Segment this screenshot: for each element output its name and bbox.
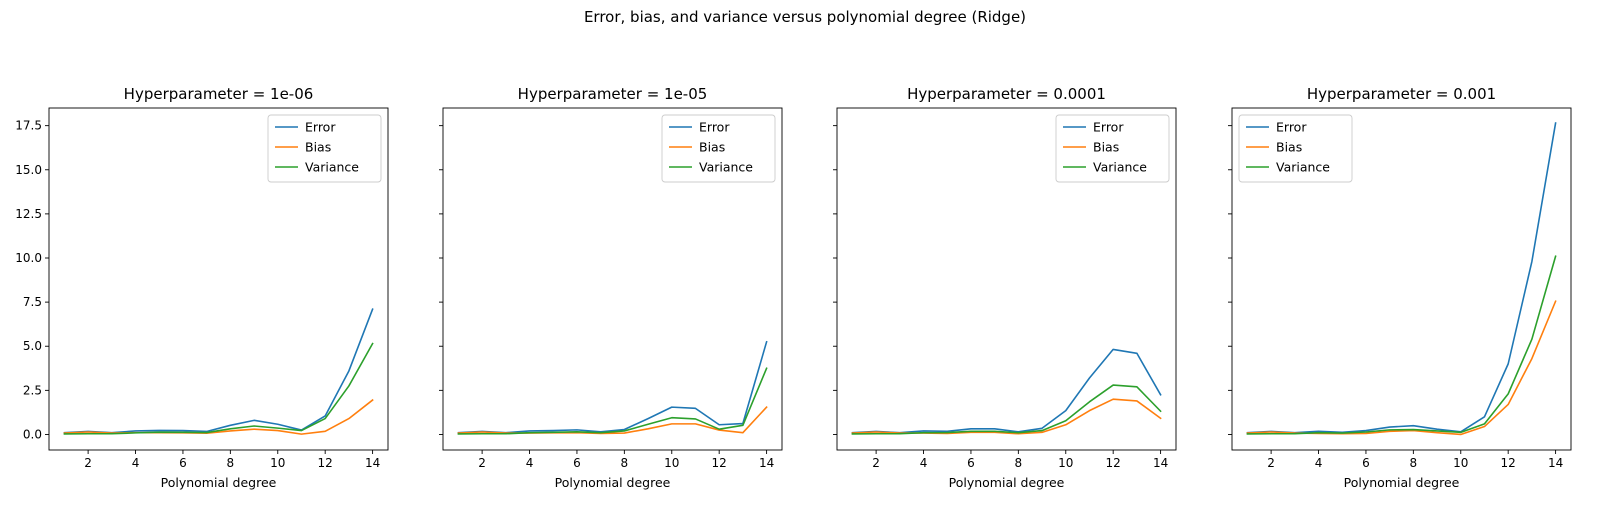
subplots: Hyperparameter = 1e-06 2 4 6 8 10 12 14 0.0 2.5 5.… — [15, 85, 1572, 490]
legend-label-bias: Bias — [1276, 140, 1302, 155]
x-tick-label: 4 — [526, 456, 534, 470]
x-tick-label: 2 — [872, 456, 880, 470]
series-line-bias — [1246, 300, 1557, 436]
axes-frame — [836, 107, 1177, 451]
x-tick-label: 8 — [227, 456, 235, 470]
x-tick-label: 6 — [179, 456, 187, 470]
y-tick-label: 10.0 — [15, 251, 42, 265]
legend: Error Bias Variance — [661, 114, 776, 183]
legend-label-variance: Variance — [305, 160, 359, 175]
y-tick-label: 0.0 — [23, 427, 42, 441]
axes-frame — [48, 107, 389, 451]
y-tick-label: 5.0 — [23, 339, 42, 353]
series-line-variance — [63, 342, 374, 435]
legend-label-error: Error — [305, 120, 336, 135]
x-tick-label: 14 — [1153, 456, 1168, 470]
legend-label-variance: Variance — [1276, 160, 1330, 175]
legend-box — [1238, 114, 1353, 183]
legend: Error Bias Variance — [267, 114, 382, 183]
x-tick-label: 10 — [664, 456, 679, 470]
x-tick-label: 2 — [1267, 456, 1275, 470]
legend: Error Bias Variance — [1055, 114, 1170, 183]
x-tick-label: 10 — [270, 456, 285, 470]
x-axis-label: Polynomial degree — [1344, 475, 1460, 490]
x-tick-label: 8 — [621, 456, 629, 470]
legend-label-variance: Variance — [699, 160, 753, 175]
legend-label-bias: Bias — [305, 140, 331, 155]
figure-title: Error, bias, and variance versus polynom… — [584, 8, 1026, 26]
x-tick-label: 4 — [132, 456, 140, 470]
series-line-bias — [851, 398, 1162, 435]
x-tick-label: 6 — [967, 456, 975, 470]
series-line-error — [63, 308, 374, 434]
x-tick-label: 8 — [1015, 456, 1023, 470]
series-line-variance — [457, 367, 768, 435]
subplot-title: Hyperparameter = 0.001 — [1307, 85, 1496, 103]
axes-frame — [1231, 107, 1572, 451]
x-tick-label: 6 — [573, 456, 581, 470]
x-tick-label: 4 — [1315, 456, 1323, 470]
legend-box — [661, 114, 776, 183]
legend-label-variance: Variance — [1093, 160, 1147, 175]
series-line-error — [457, 340, 768, 434]
series-line-error — [851, 348, 1162, 434]
x-tick-label: 14 — [759, 456, 774, 470]
subplot-4: Hyperparameter = 0.001 2 4 6 8 10 12 14 Polynomi… — [1228, 85, 1572, 490]
x-tick-label: 12 — [1106, 456, 1121, 470]
x-axis-label: Polynomial degree — [555, 475, 671, 490]
y-tick-label: 15.0 — [15, 163, 42, 177]
y-tick-label: 17.5 — [15, 119, 42, 133]
x-tick-label: 10 — [1453, 456, 1468, 470]
y-tick-label: 7.5 — [23, 295, 42, 309]
x-tick-label: 14 — [1548, 456, 1563, 470]
axes-frame — [442, 107, 783, 451]
legend-label-bias: Bias — [699, 140, 725, 155]
x-tick-label: 2 — [478, 456, 486, 470]
subplot-1: Hyperparameter = 1e-06 2 4 6 8 10 12 14 0.0 2.5 5.… — [15, 85, 389, 490]
legend-label-error: Error — [1093, 120, 1124, 135]
y-tick-label: 12.5 — [15, 207, 42, 221]
x-axis-label: Polynomial degree — [949, 475, 1065, 490]
subplot-title: Hyperparameter = 0.0001 — [907, 85, 1106, 103]
x-tick-label: 4 — [920, 456, 928, 470]
legend-label-error: Error — [1276, 120, 1307, 135]
x-tick-label: 12 — [1501, 456, 1516, 470]
legend: Error Bias Variance — [1238, 114, 1353, 183]
legend-box — [267, 114, 382, 183]
x-tick-label: 14 — [365, 456, 380, 470]
subplot-title: Hyperparameter = 1e-06 — [124, 85, 314, 103]
x-tick-label: 12 — [712, 456, 727, 470]
series-line-variance — [851, 384, 1162, 435]
x-tick-label: 10 — [1058, 456, 1073, 470]
x-tick-label: 2 — [84, 456, 92, 470]
subplot-3: Hyperparameter = 0.0001 2 4 6 8 10 12 14 Polynom… — [833, 85, 1177, 490]
legend-label-error: Error — [699, 120, 730, 135]
x-axis-label: Polynomial degree — [161, 475, 277, 490]
subplot-2: Hyperparameter = 1e-05 2 4 6 8 10 12 14 Polynomi… — [439, 85, 783, 490]
series-line-variance — [1246, 255, 1557, 435]
x-tick-label: 8 — [1410, 456, 1418, 470]
legend-label-bias: Bias — [1093, 140, 1119, 155]
x-tick-label: 12 — [318, 456, 333, 470]
y-tick-label: 2.5 — [23, 383, 42, 397]
legend-box — [1055, 114, 1170, 183]
x-tick-label: 6 — [1362, 456, 1370, 470]
subplot-title: Hyperparameter = 1e-05 — [518, 85, 708, 103]
